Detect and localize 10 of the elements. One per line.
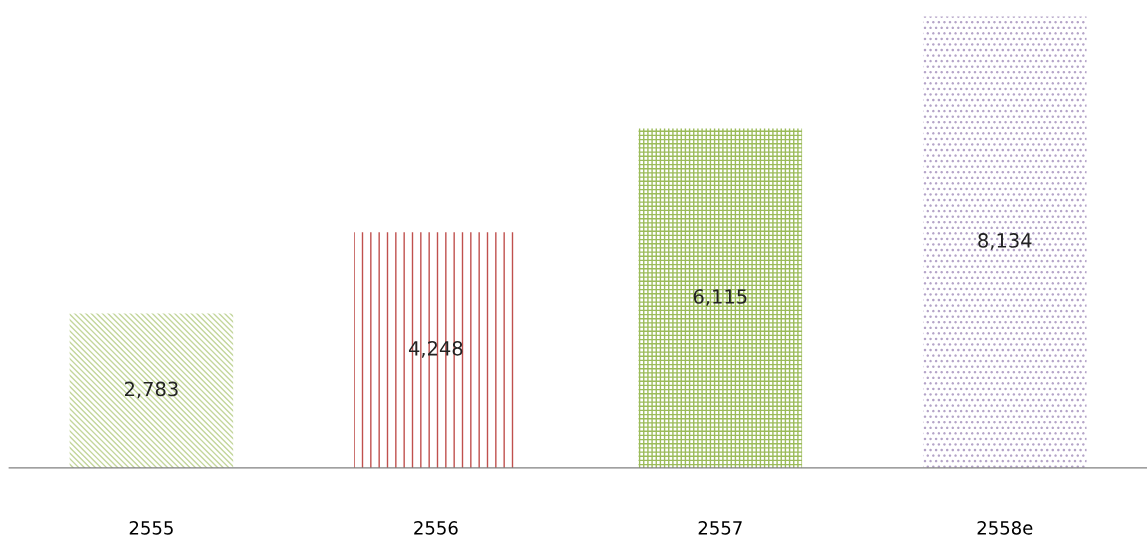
x-tick-label: 2555: [129, 521, 173, 535]
bar: [69, 313, 234, 468]
x-tick-label: 2558e: [977, 521, 1033, 535]
x-tick-label: 2557: [698, 521, 742, 535]
data-label: 6,115: [693, 289, 747, 306]
data-label: 8,134: [978, 233, 1032, 250]
bar: [922, 16, 1087, 468]
x-tick-label: 2556: [414, 521, 458, 535]
bar: [638, 128, 803, 468]
data-label: 2,783: [125, 381, 178, 399]
